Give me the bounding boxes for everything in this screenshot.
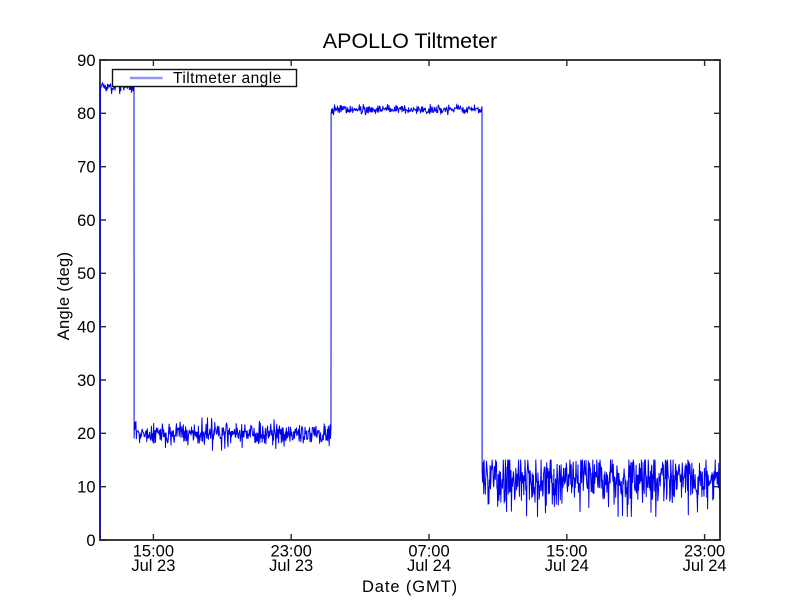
svg-text:30: 30 xyxy=(77,372,95,390)
svg-text:Jul 24: Jul 24 xyxy=(683,557,727,575)
svg-text:50: 50 xyxy=(77,265,95,283)
svg-text:Date (GMT): Date (GMT) xyxy=(362,578,458,596)
svg-text:APOLLO Tiltmeter: APOLLO Tiltmeter xyxy=(323,29,497,53)
svg-text:Jul 24: Jul 24 xyxy=(407,557,451,575)
svg-text:40: 40 xyxy=(77,319,95,337)
svg-text:Tiltmeter angle: Tiltmeter angle xyxy=(173,70,282,87)
svg-text:20: 20 xyxy=(77,425,95,443)
svg-text:Jul 24: Jul 24 xyxy=(545,557,589,575)
svg-text:0: 0 xyxy=(86,532,95,550)
svg-text:80: 80 xyxy=(77,105,95,123)
svg-text:23:00: 23:00 xyxy=(684,543,725,561)
svg-text:60: 60 xyxy=(77,212,95,230)
svg-text:70: 70 xyxy=(77,159,95,177)
svg-text:Jul 23: Jul 23 xyxy=(269,557,313,575)
svg-text:07:00: 07:00 xyxy=(408,543,449,561)
svg-text:15:00: 15:00 xyxy=(133,543,174,561)
svg-text:10: 10 xyxy=(77,479,95,497)
svg-text:23:00: 23:00 xyxy=(271,543,312,561)
svg-text:Angle (deg): Angle (deg) xyxy=(55,252,73,341)
svg-text:Jul 23: Jul 23 xyxy=(131,557,175,575)
svg-text:15:00: 15:00 xyxy=(546,543,587,561)
svg-text:90: 90 xyxy=(77,52,95,70)
